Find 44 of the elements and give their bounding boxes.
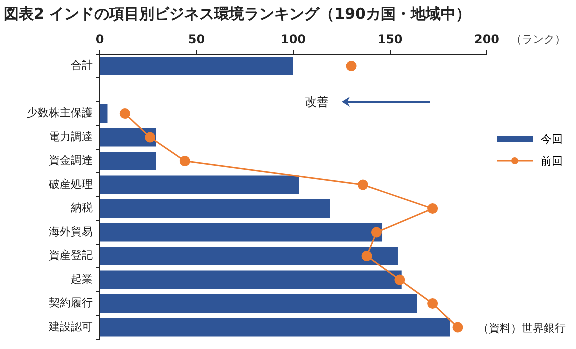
bar	[100, 270, 402, 290]
point	[346, 61, 357, 72]
point	[452, 322, 464, 333]
point	[180, 156, 190, 167]
annotation: 改善	[305, 94, 329, 111]
y-tick-label: 資金調達	[49, 154, 93, 168]
point	[358, 180, 368, 190]
y-tick-label: 合計	[71, 59, 93, 72]
point	[428, 204, 438, 214]
y-tick-label: 起業	[71, 272, 93, 286]
point	[428, 298, 438, 310]
bar	[100, 128, 156, 147]
bar	[100, 294, 418, 314]
y-tick-label: 海外貿易	[49, 225, 93, 238]
x-tick-label: 200	[474, 32, 500, 46]
y-tick-label: 破産処理	[48, 178, 93, 191]
legend-label: 前回	[541, 154, 563, 168]
chart-title: 図表2 インドの項目別ビジネス環境ランキング（190カ国・地域中）	[4, 5, 471, 24]
y-tick-label: 資産登記	[49, 249, 93, 262]
x-tick-label: 50	[188, 32, 206, 46]
bar	[100, 57, 294, 76]
x-tick-label: 150	[378, 32, 403, 46]
y-tick-label: 納税	[71, 202, 93, 215]
x-axis-title: （ランク）	[511, 32, 566, 46]
y-tick-label: 契約履行	[49, 296, 93, 310]
x-tick-label: 0	[96, 32, 104, 46]
bar	[100, 104, 108, 124]
legend-label: 今回	[541, 132, 563, 146]
y-tick-label: 建設認可	[48, 320, 93, 334]
bar	[100, 223, 383, 242]
point	[394, 274, 406, 286]
point	[362, 251, 372, 262]
bar	[100, 152, 156, 171]
y-tick-label: 少数株主保護	[27, 106, 93, 120]
y-tick-label: 電力調達	[49, 130, 93, 144]
point	[120, 108, 130, 120]
bar	[100, 247, 398, 266]
bar	[100, 176, 300, 194]
annotation: （資料）世界銀行	[478, 321, 566, 336]
bar	[100, 200, 330, 218]
point	[371, 227, 382, 238]
point	[145, 132, 156, 143]
bar	[100, 318, 450, 337]
x-tick-label: 100	[280, 32, 306, 46]
